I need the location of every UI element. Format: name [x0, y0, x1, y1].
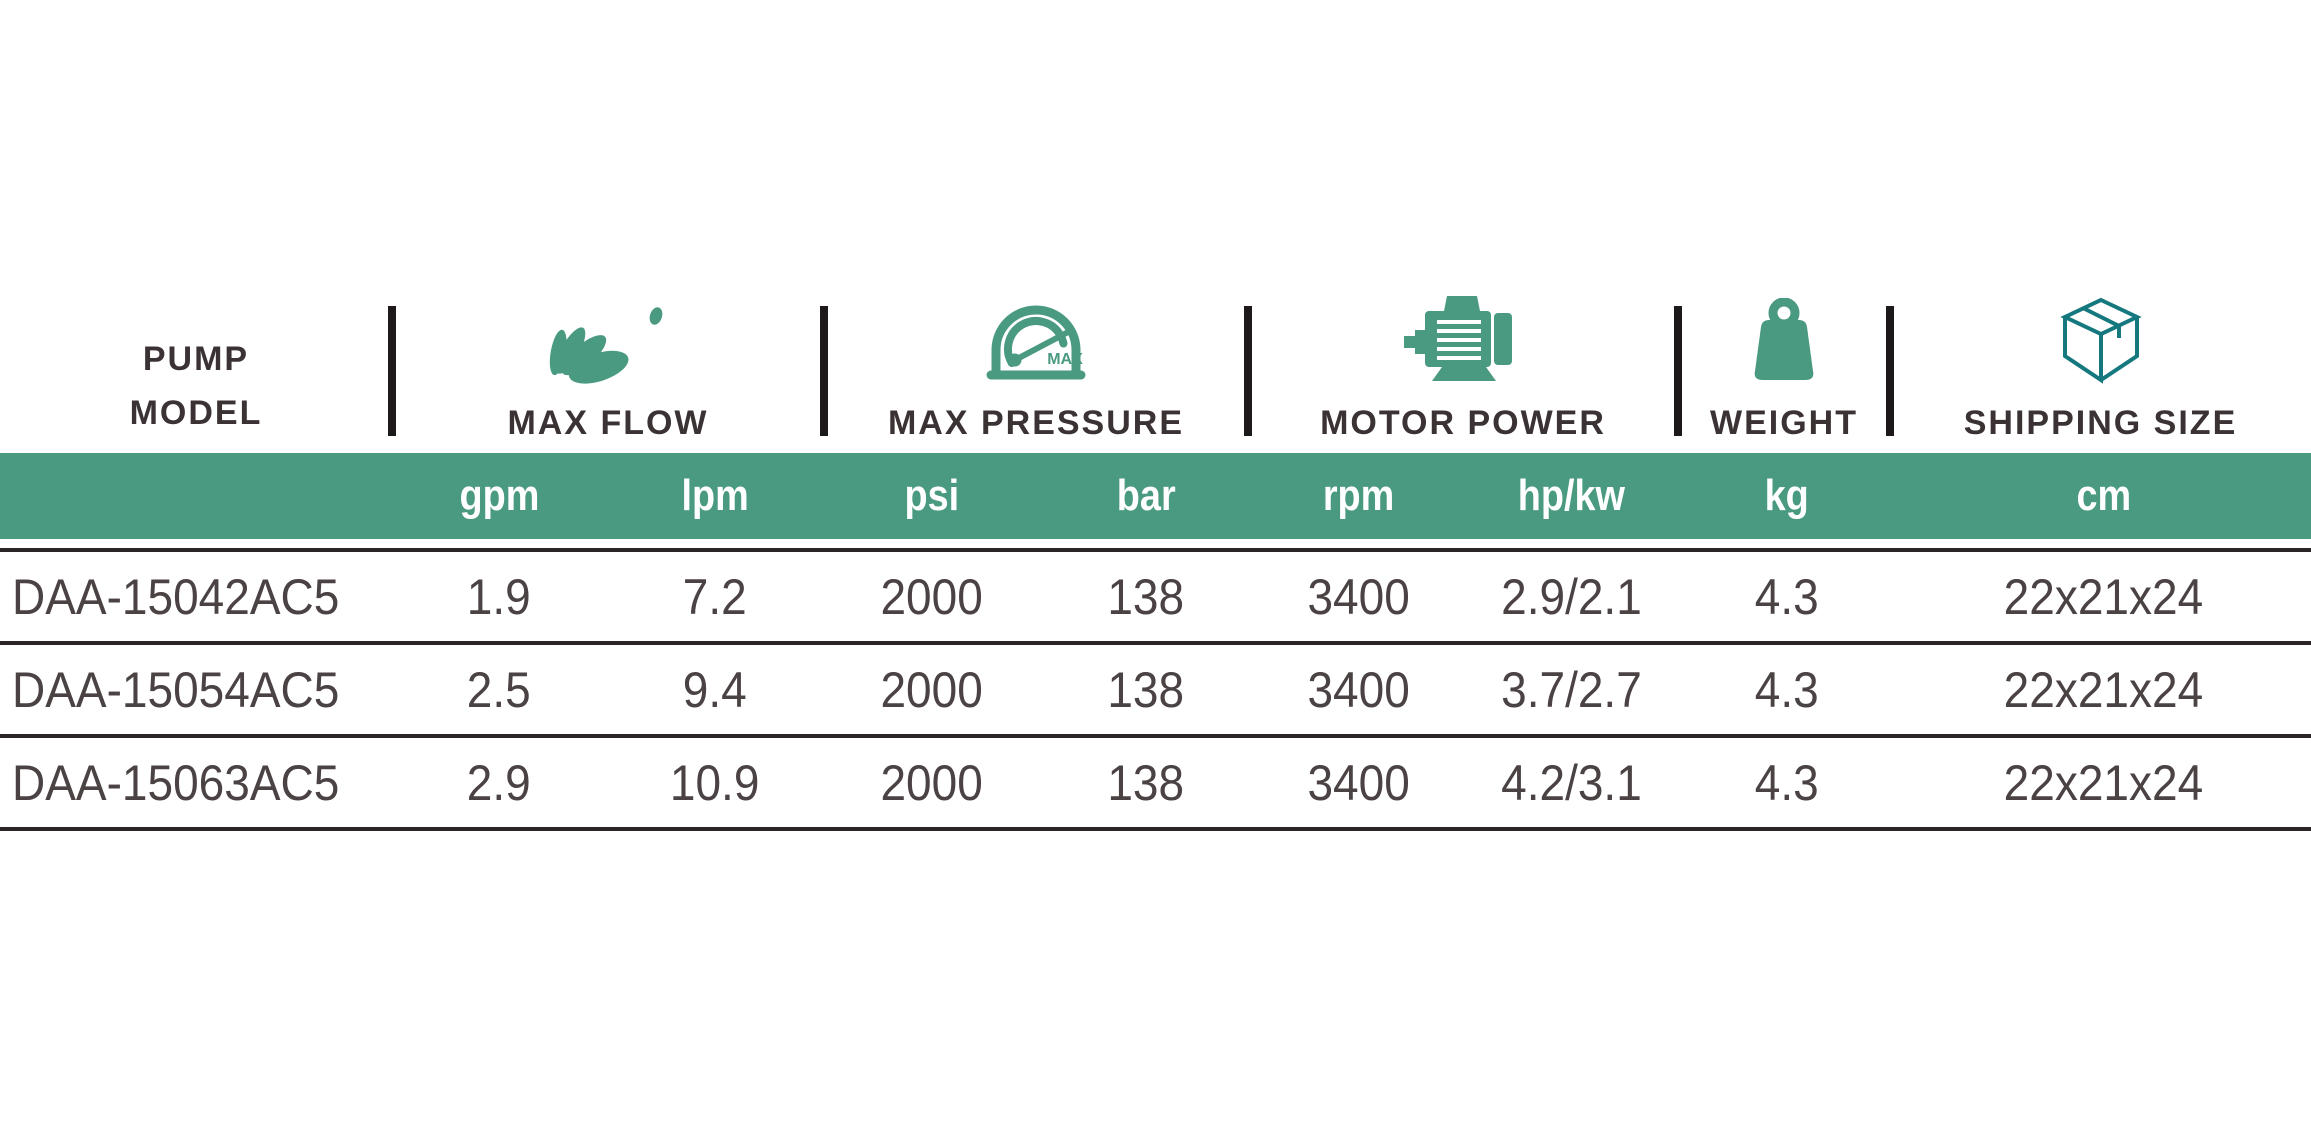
cell-lpm: 7.2	[683, 568, 747, 625]
cell-hp-kw: 2.9/2.1	[1501, 568, 1642, 625]
table-row: DAA-15063AC5 2.9 10.9 2000 138 3400 4.2/…	[0, 734, 2311, 827]
cell-lpm: 9.4	[683, 661, 747, 718]
cell-pump-model: DAA-15042AC5	[12, 568, 340, 625]
shipping-size-heading: SHIPPING SIZE	[1963, 404, 2238, 442]
weight-icon	[1740, 292, 1828, 384]
cell-rpm: 3400	[1307, 754, 1411, 811]
cell-gpm: 1.9	[467, 568, 531, 625]
gauge-max-label: MAX	[1047, 351, 1083, 368]
weight-heading: WEIGHT	[1710, 404, 1858, 442]
cell-kg: 4.3	[1755, 754, 1819, 811]
cell-gpm: 2.5	[467, 661, 531, 718]
table-row: DAA-15042AC5 1.9 7.2 2000 138 3400 2.9/2…	[0, 548, 2311, 641]
cell-kg: 4.3	[1755, 568, 1819, 625]
unit-psi: psi	[904, 471, 959, 520]
table-header-groups: PUMP MODEL MAX FLOW	[0, 292, 2311, 442]
water-splash-icon	[547, 292, 669, 384]
pump-model-heading: PUMP MODEL	[130, 332, 263, 448]
header-divider-2	[820, 306, 828, 436]
header-group-shipping-size: SHIPPING SIZE	[1890, 292, 2311, 448]
unit-cm: cm	[2076, 471, 2131, 520]
header-group-weight: WEIGHT	[1678, 292, 1890, 448]
shipping-box-icon	[2059, 292, 2143, 384]
header-group-pump-model: PUMP MODEL	[0, 292, 392, 448]
motor-power-heading: MOTOR POWER	[1320, 404, 1606, 442]
cell-lpm: 10.9	[670, 754, 760, 811]
max-pressure-heading: MAX PRESSURE	[887, 404, 1185, 442]
cell-psi: 2000	[880, 754, 983, 811]
header-group-max-pressure: MAX MAX PRESSURE	[824, 292, 1248, 448]
cell-shipping-size: 22x21x24	[2003, 568, 2204, 625]
header-divider-4	[1674, 306, 1682, 436]
header-group-max-flow: MAX FLOW	[392, 292, 824, 448]
cell-rpm: 3400	[1307, 661, 1411, 718]
cell-bar: 138	[1107, 568, 1185, 625]
unit-gpm: gpm	[459, 471, 539, 520]
header-divider-1	[388, 306, 396, 436]
unit-header-band: gpm lpm psi bar rpm hp/kw kg cm	[0, 453, 2311, 539]
cell-pump-model: DAA-15063AC5	[12, 754, 340, 811]
cell-shipping-size: 22x21x24	[2003, 661, 2204, 718]
spec-table-body: DAA-15042AC5 1.9 7.2 2000 138 3400 2.9/2…	[0, 548, 2311, 831]
electric-motor-icon	[1402, 292, 1524, 384]
pressure-gauge-icon: MAX	[984, 292, 1088, 384]
header-divider-5	[1886, 306, 1894, 436]
cell-kg: 4.3	[1755, 661, 1819, 718]
cell-bar: 138	[1107, 754, 1185, 811]
pump-model-heading-line2: MODEL	[129, 394, 263, 432]
cell-hp-kw: 3.7/2.7	[1501, 661, 1642, 718]
cell-shipping-size: 22x21x24	[2003, 754, 2204, 811]
unit-rpm: rpm	[1323, 471, 1395, 520]
cell-pump-model: DAA-15054AC5	[12, 661, 340, 718]
pump-model-heading-line1: PUMP	[142, 340, 250, 378]
cell-hp-kw: 4.2/3.1	[1501, 754, 1642, 811]
cell-bar: 138	[1107, 661, 1185, 718]
cell-rpm: 3400	[1307, 568, 1411, 625]
unit-bar: bar	[1116, 471, 1176, 520]
unit-kg: kg	[1764, 471, 1810, 520]
header-group-motor-power: MOTOR POWER	[1248, 292, 1678, 448]
header-divider-3	[1244, 306, 1252, 436]
table-row: DAA-15054AC5 2.5 9.4 2000 138 3400 3.7/2…	[0, 641, 2311, 734]
cell-psi: 2000	[880, 661, 983, 718]
unit-hp-kw: hp/kw	[1517, 471, 1626, 520]
cell-psi: 2000	[880, 568, 983, 625]
unit-lpm: lpm	[681, 471, 749, 520]
cell-gpm: 2.9	[467, 754, 531, 811]
max-flow-heading: MAX FLOW	[507, 404, 709, 442]
